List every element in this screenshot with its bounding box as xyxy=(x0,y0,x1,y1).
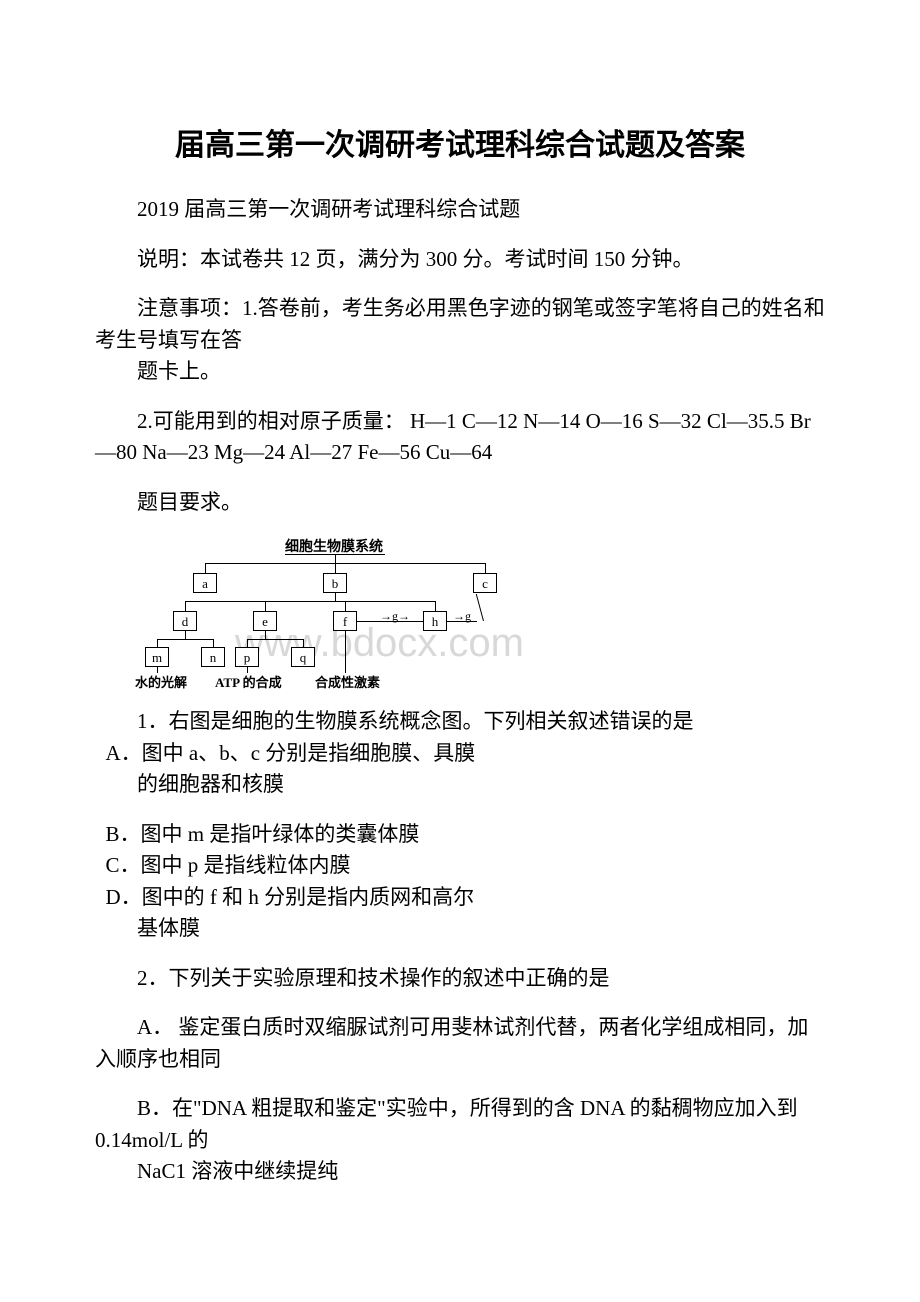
q1-option-c: C．图中 p 是指线粒体内膜 xyxy=(106,850,826,882)
cell-membrane-diagram: www.bdocx.com 细胞生物膜系统 a b c d e f h →g→ … xyxy=(135,536,555,696)
document-title: 届高三第一次调研考试理科综合试题及答案 xyxy=(95,120,825,164)
q2-option-a: A． 鉴定蛋白质时双缩脲试剂可用斐林试剂代替，两者化学组成相同，加入顺序也相同 xyxy=(95,1012,825,1075)
q2-option-b: B．在"DNA 粗提取和鉴定"实验中，所得到的含 DNA 的黏稠物应加入到 0.… xyxy=(95,1093,825,1156)
diagram-box-f: f xyxy=(333,611,357,631)
header-atomic-mass: 2.可能用到的相对原子质量： H—1 C—12 N—14 O—16 S—32 C… xyxy=(95,406,825,469)
diagram-box-n: n xyxy=(201,647,225,667)
q1-stem: 1．右图是细胞的生物膜系统概念图。下列相关叙述错误的是 xyxy=(95,706,825,738)
diagram-box-q: q xyxy=(291,647,315,667)
header-notice-1-cont: 题卡上。 xyxy=(95,356,825,388)
diagram-box-h: h xyxy=(423,611,447,631)
header-exam-title: 2019 届高三第一次调研考试理科综合试题 xyxy=(95,194,825,226)
header-notice-1: 注意事项：1.答卷前，考生务必用黑色字迹的钢笔或签字笔将自己的姓名和考生号填写在… xyxy=(95,293,825,356)
q1-option-a-cont: 的细胞器和核膜 xyxy=(95,769,825,801)
diagram-box-d: d xyxy=(173,611,197,631)
diagram-box-a: a xyxy=(193,573,217,593)
header-requirement: 题目要求。 xyxy=(95,487,825,519)
diagram-arrow-g1: →g→ xyxy=(380,609,410,624)
diagram-box-e: e xyxy=(253,611,277,631)
diagram-title: 细胞生物膜系统 xyxy=(285,536,383,556)
diagram-box-m: m xyxy=(145,647,169,667)
diagram-label-water: 水的光解 xyxy=(135,672,187,691)
diagram-box-b: b xyxy=(323,573,347,593)
q2-option-b-cont: NaC1 溶液中继续提纯 xyxy=(95,1156,825,1188)
diagram-box-p: p xyxy=(235,647,259,667)
diagram-box-c: c xyxy=(473,573,497,593)
q1-option-d: D．图中的 f 和 h 分别是指内质网和高尔 xyxy=(106,882,826,914)
diagram-label-hormone: 合成性激素 xyxy=(315,672,380,691)
watermark-text: www.bdocx.com xyxy=(235,621,524,666)
q1-option-d-cont: 基体膜 xyxy=(95,913,825,945)
q2-stem: 2．下列关于实验原理和技术操作的叙述中正确的是 xyxy=(95,963,825,995)
q1-option-a: A．图中 a、b、c 分别是指细胞膜、具膜 xyxy=(106,738,826,770)
diagram-label-atp: ATP 的合成 xyxy=(215,672,282,691)
q1-option-b: B．图中 m 是指叶绿体的类囊体膜 xyxy=(106,819,826,851)
diagram-arrow-g2: →g xyxy=(453,609,471,624)
header-instructions: 说明：本试卷共 12 页，满分为 300 分。考试时间 150 分钟。 xyxy=(95,244,825,276)
